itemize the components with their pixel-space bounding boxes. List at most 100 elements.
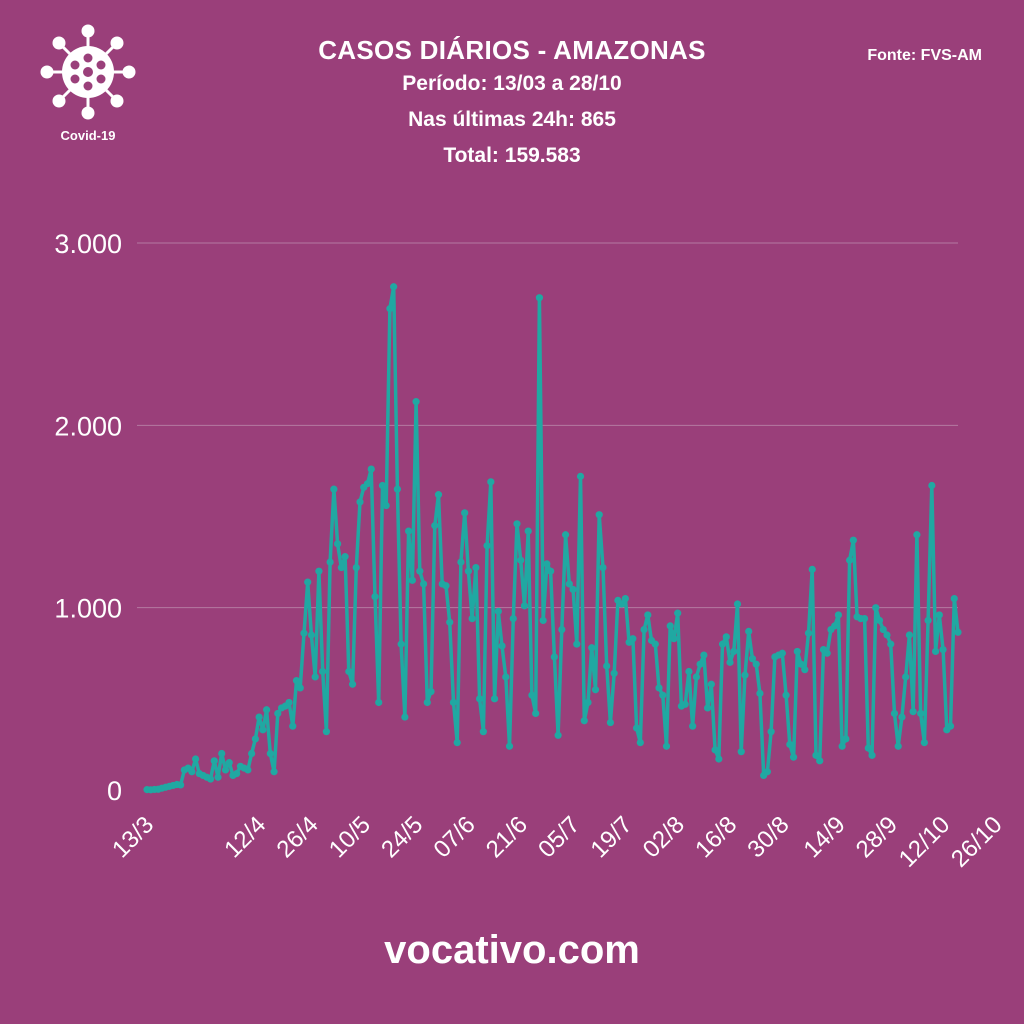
y-tick-label: 0 [107,776,122,806]
logo-label: Covid-19 [60,128,116,143]
data-point [823,649,831,657]
data-point [722,633,730,641]
data-point [434,491,443,499]
data-point [924,616,932,625]
data-point [931,647,940,656]
data-point [860,615,869,623]
data-point [423,698,431,707]
data-point [337,563,345,572]
data-point [558,625,566,634]
y-tick-label: 2.000 [54,411,122,441]
data-point [711,746,719,754]
data-point [550,653,558,661]
covid-logo: Covid-19 [40,24,136,144]
data-point [591,686,600,694]
data-point [655,684,663,692]
data-point [259,726,267,734]
data-point [778,649,786,657]
y-tick-label: 3.000 [54,229,122,259]
data-point [868,751,876,759]
data-point [330,485,338,493]
data-point [662,742,671,750]
data-point [270,768,278,776]
data-point [576,472,585,480]
data-point [935,611,943,619]
x-tick-label: 10/5 [324,811,376,863]
data-point [950,594,958,603]
data-point [834,611,843,619]
data-point [214,773,222,781]
data-point [595,511,603,519]
x-tick-label: 14/9 [799,811,851,863]
data-point [939,646,947,654]
data-point [569,585,577,594]
data-point [191,755,200,763]
data-point [348,680,357,688]
site-footer: vocativo.com [384,928,640,972]
data-point [524,527,532,535]
data-point [879,625,887,634]
data-point [244,766,252,774]
data-point [644,611,652,619]
data-point [733,600,742,608]
data-point [262,706,271,714]
data-point [726,658,734,666]
data-point [659,691,667,699]
data-point [842,735,850,743]
data-point [517,556,525,564]
data-point [696,660,704,668]
data-point [767,728,775,736]
data-point [341,553,349,561]
data-point [670,635,678,643]
data-point [632,724,641,732]
data-point [319,667,327,676]
data-point [177,781,185,789]
x-tick-label: 02/8 [638,811,690,863]
data-point [887,640,895,648]
data-point [442,582,450,590]
data-point [479,728,487,736]
data-point [505,742,514,750]
series-line [145,285,960,792]
data-point [416,567,424,575]
data-point [946,722,955,730]
data-point [390,283,398,291]
x-tick-label: 12/4 [219,811,271,863]
data-point [304,578,312,586]
data-point [700,651,708,659]
data-point [371,593,379,601]
data-point [606,718,615,727]
data-point [636,738,644,747]
data-point [397,640,405,648]
chart-title: CASOS DIÁRIOS - AMAZONAS [318,35,706,65]
y-tick-label: 1.000 [54,594,122,624]
x-tick-label: 19/7 [585,811,637,863]
data-point [782,691,790,699]
data-point [311,673,319,681]
data-point [831,622,839,630]
x-tick-label: 24/5 [376,811,428,863]
data-point [251,735,259,743]
data-point [210,757,218,765]
data-point [890,709,899,718]
data-point [307,631,316,639]
last-24h-text: Nas últimas 24h: 865 [408,108,616,131]
period-text: Período: 13/03 a 28/10 [402,72,622,95]
data-point [917,709,925,718]
source-label: Fonte: FVS-AM [867,47,982,64]
data-point [494,607,502,615]
data-point [651,640,659,648]
x-tick-label: 21/6 [481,811,533,863]
data-point [640,625,648,634]
data-point [476,695,484,703]
data-point [718,640,727,648]
data-point [565,580,573,588]
data-point [883,631,891,639]
data-point [457,558,465,566]
data-point [730,647,738,656]
data-point [468,615,476,623]
data-point [849,536,857,544]
data-point [715,755,723,763]
data-point [206,775,215,783]
